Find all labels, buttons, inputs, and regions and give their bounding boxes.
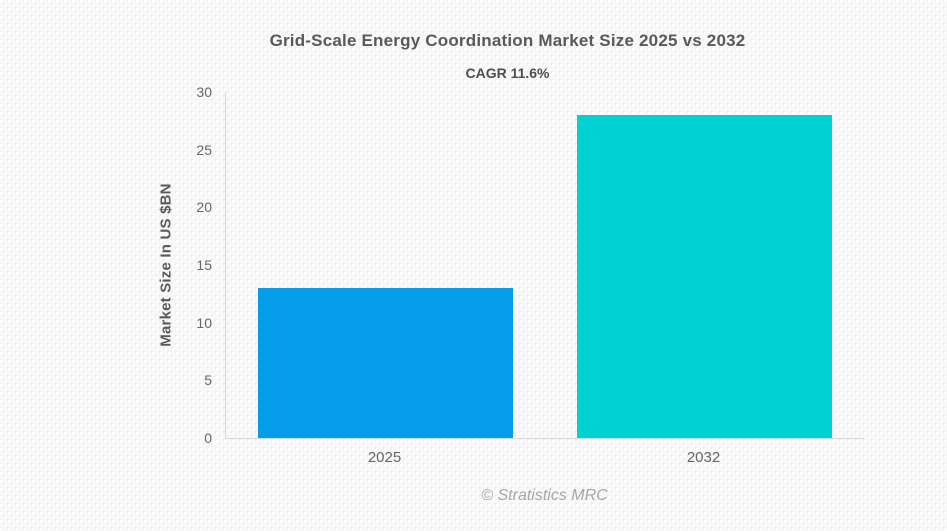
y-tick-label: 25	[196, 141, 212, 158]
x-tick-label-2025: 2025	[367, 449, 402, 466]
bar-slot-2032	[545, 92, 864, 438]
y-tick-label: 0	[204, 430, 212, 446]
y-axis-ticks: 0 5 10 15 20 25 30	[0, 85, 212, 445]
x-tick-label-2032: 2032	[686, 449, 721, 466]
chart-subtitle-cagr: CAGR 11.6%	[465, 65, 550, 81]
plot-area	[225, 92, 864, 439]
bar-2025	[257, 288, 514, 438]
y-tick-label: 15	[196, 257, 212, 273]
bar-2032	[576, 115, 833, 438]
y-tick-label: 10	[196, 314, 212, 331]
y-tick-label: 20	[196, 199, 212, 216]
chart-title: Grid-Scale Energy Coordination Market Si…	[269, 31, 746, 50]
bar-slot-2025	[226, 92, 545, 438]
y-tick-label: 30	[196, 84, 212, 100]
y-tick-label: 5	[204, 372, 212, 389]
x-axis-labels: 2025 2032	[225, 449, 863, 466]
source-attribution: © Stratistics MRC	[481, 487, 608, 504]
